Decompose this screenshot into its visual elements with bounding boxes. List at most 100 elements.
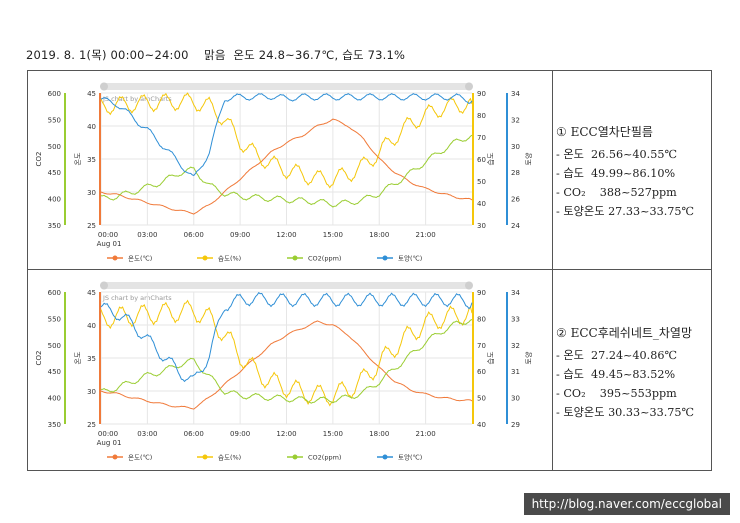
soil-tick-label: 26 (511, 196, 520, 204)
legend-label: CO2(ppm) (308, 454, 341, 462)
description-2: ② ECC후레쉬네트_차열망 - 온도 27.24~40.86℃ - 습도 49… (556, 324, 706, 422)
co2-tick-label: 350 (48, 222, 61, 230)
x-tick-label: 09:00 (230, 231, 250, 239)
co2-tick-label: 600 (48, 90, 61, 98)
chart-credit: JS chart by amCharts (102, 95, 172, 103)
chart-scrollbar (101, 83, 472, 90)
x-tick-label: 03:00 (137, 231, 157, 239)
hum-tick-label: 70 (477, 342, 486, 350)
x-tick-label: 06:00 (184, 231, 204, 239)
description-line: - 온도 26.56~40.55℃ (556, 148, 677, 161)
x-tick-label: 03:00 (137, 430, 157, 438)
temp-tick-label: 40 (87, 322, 96, 330)
description-line: - 온도 27.24~40.86℃ (556, 349, 677, 362)
chart-scrollbar (101, 282, 472, 289)
hum-tick-label: 50 (477, 395, 486, 403)
temp-tick-label: 30 (87, 388, 96, 396)
legend-marker (382, 454, 388, 460)
description-line: - 습도 49.45~83.52% (556, 368, 676, 381)
series-line-co2 (101, 319, 473, 404)
x-tick-label: 00:00 (98, 231, 118, 239)
temp-tick-label: 40 (87, 123, 96, 131)
co2-tick-label: 400 (48, 395, 61, 403)
x-tick-label: 18:00 (369, 231, 389, 239)
soil-tick-label: 34 (511, 289, 520, 297)
soil-tick-label: 29 (511, 421, 520, 429)
co2-tick-label: 550 (48, 315, 61, 323)
temp-tick-label: 30 (87, 189, 96, 197)
description-line: - 습도 49.99~86.10% (556, 167, 676, 180)
legend-marker (202, 454, 208, 460)
hum-tick-label: 40 (477, 421, 486, 429)
soil-axis-label: 토양 (525, 152, 533, 165)
series-line-soil (100, 292, 473, 383)
legend-marker (112, 255, 118, 261)
co2-tick-label: 400 (48, 196, 61, 204)
x-tick-label: 15:00 (323, 430, 343, 438)
temp-tick-label: 35 (87, 156, 96, 164)
temp-axis-label: 온도 (74, 152, 82, 165)
chart-credit: JS chart by amCharts (102, 294, 172, 302)
series-line-temp (100, 320, 473, 410)
hum-axis-label: 습도 (486, 351, 495, 364)
series-line-hum (100, 299, 473, 407)
co2-tick-label: 550 (48, 116, 61, 124)
hum-tick-label: 60 (477, 368, 486, 376)
legend-marker (292, 454, 298, 460)
legend-label: CO2(ppm) (308, 255, 341, 263)
legend-label: 토양(℃) (398, 454, 422, 462)
co2-tick-label: 600 (48, 289, 61, 297)
hum-tick-label: 30 (477, 222, 486, 230)
temp-axis-label: 온도 (74, 351, 82, 364)
description-line: - 토양온도 30.33~33.75℃ (556, 406, 695, 419)
co2-tick-label: 500 (48, 143, 61, 151)
co2-tick-label: 500 (48, 342, 61, 350)
series-line-hum (100, 92, 473, 189)
soil-tick-label: 30 (511, 395, 520, 403)
soil-tick-label: 31 (511, 368, 520, 376)
soil-tick-label: 24 (511, 222, 520, 230)
hum-tick-label: 80 (477, 315, 486, 323)
scrollbar-handle-right (465, 82, 473, 91)
legend-marker (382, 255, 388, 261)
hum-tick-label: 70 (477, 134, 486, 142)
x-tick-label: 21:00 (416, 430, 436, 438)
hum-axis-label: 습도 (486, 152, 495, 165)
temp-tick-label: 45 (87, 289, 96, 297)
co2-tick-label: 450 (48, 169, 61, 177)
scrollbar-handle-left (100, 281, 108, 290)
x-date-label: Aug 01 (97, 240, 122, 248)
temp-tick-label: 25 (87, 421, 96, 429)
page-header: 2019. 8. 1(목) 00:00~24:00 맑음 온도 24.8~36.… (26, 48, 406, 62)
co2-axis-label: CO2 (35, 152, 43, 167)
co2-tick-label: 350 (48, 421, 61, 429)
hum-tick-label: 50 (477, 178, 486, 186)
legend-label: 토양(℃) (398, 255, 422, 263)
temp-tick-label: 25 (87, 222, 96, 230)
series-line-soil (100, 93, 473, 177)
x-tick-label: 00:00 (98, 430, 118, 438)
soil-tick-label: 34 (511, 90, 520, 98)
description-line: - 토양온도 27.33~33.75℃ (556, 205, 695, 218)
legend-label: 습도(%) (218, 453, 241, 462)
soil-tick-label: 33 (511, 315, 520, 323)
hum-tick-label: 80 (477, 112, 486, 120)
temp-tick-label: 35 (87, 355, 96, 363)
series-line-co2 (100, 134, 473, 208)
co2-axis-label: CO2 (35, 351, 43, 366)
description-1: ① ECC열차단필름 - 온도 26.56~40.55℃ - 습도 49.99~… (556, 123, 706, 221)
chart-2: JS chart by amCharts 00:00 03:00 06:00 09:00… (35, 281, 533, 462)
hum-tick-label: 40 (477, 200, 486, 208)
legend-marker (292, 255, 298, 261)
legend-marker (202, 255, 208, 261)
legend-label: 온도(℃) (128, 454, 152, 462)
row-divider (28, 269, 711, 270)
x-date-label: Aug 01 (97, 439, 122, 447)
chart-panel-2: JS chart by amCharts 00:00 03:00 06:00 09:00… (29, 271, 551, 467)
description-line: - CO₂ 388~527ppm (556, 186, 677, 199)
description-title: ① ECC열차단필름 (556, 125, 653, 139)
co2-tick-label: 450 (48, 368, 61, 376)
soil-tick-label: 30 (511, 143, 520, 151)
column-divider (552, 71, 553, 470)
description-line: - CO₂ 395~553ppm (556, 387, 677, 400)
